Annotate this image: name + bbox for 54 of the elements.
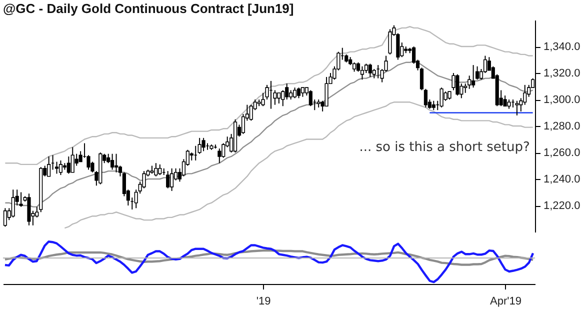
line-series [64, 102, 534, 229]
candlestick [308, 90, 312, 107]
candlestick [277, 92, 281, 104]
candlestick [19, 192, 23, 208]
candlestick [47, 156, 51, 177]
y-tick-label: 1,280.0 [544, 120, 580, 132]
candlestick [468, 75, 472, 90]
candlestick [472, 64, 476, 88]
candlestick [27, 193, 31, 226]
candlestick [158, 164, 162, 176]
candlestick [515, 100, 519, 116]
candlestick [70, 146, 74, 173]
y-tick-label: 1,300.0 [544, 94, 580, 106]
candlestick [503, 95, 507, 107]
candlestick [11, 189, 15, 218]
candlestick [372, 68, 376, 79]
candlestick [289, 90, 293, 100]
x-tick-label: '19 [256, 296, 271, 308]
candlestick [170, 168, 174, 192]
candlestick [114, 153, 118, 173]
annotation: ... so is this a short setup? [359, 140, 530, 156]
chart-title: @GC - Daily Gold Continuous Contract [Jun19] [3, 1, 294, 16]
candlestick [198, 137, 202, 154]
candlestick [154, 162, 158, 177]
y-tick-label: 1,260.0 [544, 147, 580, 159]
candlestick [388, 28, 392, 55]
candlestick [368, 63, 372, 78]
candlestick [110, 153, 114, 170]
y-tick-label: 1,320.0 [544, 68, 580, 80]
candlestick [296, 87, 301, 99]
candlestick [456, 74, 460, 96]
candlestick [202, 137, 206, 152]
candlestick [58, 160, 63, 176]
line-series [4, 26, 534, 166]
candlestick [106, 153, 110, 164]
candlestick [300, 87, 305, 98]
candlestick [412, 46, 416, 64]
candlestick [281, 90, 285, 107]
candlestick [166, 170, 170, 189]
candlestick [66, 156, 70, 174]
y-tick-label: 1,240.0 [544, 174, 580, 186]
candlestick [507, 99, 511, 110]
candlestick [432, 100, 436, 111]
y-tick-label: 1,340.0 [544, 41, 580, 53]
candlestick [464, 83, 468, 94]
candlestick [452, 72, 456, 91]
candlestick [3, 208, 7, 228]
candlestick [364, 63, 368, 74]
candlestick [293, 87, 297, 99]
candlestick [360, 66, 364, 80]
candlestick [218, 148, 222, 164]
x-tick-label: Apr'19 [490, 296, 522, 308]
candlestick [440, 87, 444, 108]
y-tick-label: 1,220.0 [544, 200, 580, 212]
